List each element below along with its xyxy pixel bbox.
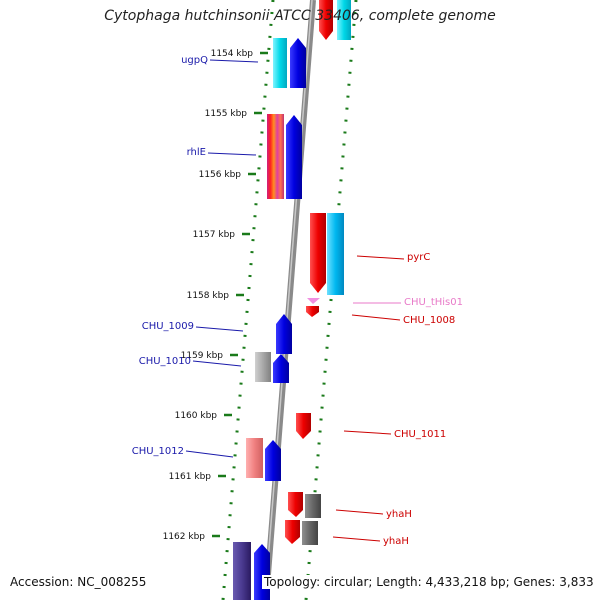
genome-title: Cytophaga hutchinsonii ATCC 33406, compl… [104, 8, 496, 24]
yhaH-2-paralog-box [302, 521, 318, 545]
gene-CHU_tHis01[interactable] [307, 298, 320, 304]
yhaH-1-paralog-box [305, 494, 321, 518]
kbp-tick-label: 1162 kbp [163, 532, 206, 542]
gene-CHU_1009[interactable] [276, 314, 292, 354]
gene-label-yhaH[interactable]: yhaH [386, 509, 412, 520]
genome-summary: Topology: circular; Length: 4,433,218 bp… [262, 575, 596, 589]
gene-CHU_1012[interactable] [246, 438, 281, 481]
gene-leader-line [335, 509, 384, 515]
CHU_1010-paralog-box [255, 352, 271, 382]
gene-label-pyrC[interactable]: pyrC [407, 252, 430, 263]
gene-leader-line [209, 59, 259, 63]
gene-label-CHU_1009[interactable]: CHU_1009 [142, 321, 194, 332]
gene-bottom-forward[interactable] [233, 542, 270, 600]
gene-CHU_1008[interactable] [306, 306, 319, 317]
CHU_1011-gene-arrow [296, 413, 311, 439]
gene-label-ugpQ[interactable]: ugpQ [181, 55, 208, 66]
kbp-axis: 1154 kbp 1155 kbp 1156 kbp 1157 kbp 1158 kbp… [163, 49, 268, 542]
gene-ugpQ[interactable] [273, 38, 306, 88]
gene-label-yhaH[interactable]: yhaH [383, 536, 409, 547]
kbp-tick-label: 1158 kbp [187, 291, 230, 301]
yhaH-1-gene-arrow [288, 492, 303, 517]
kbp-tick-label: 1160 kbp [175, 411, 218, 421]
gene-yhaH-1[interactable] [288, 492, 321, 518]
rhlE-domain-box [267, 114, 284, 199]
gene-top-reverse[interactable] [319, 0, 351, 40]
CHU_1012-paralog-box [246, 438, 263, 478]
gene-leader-line [192, 360, 242, 367]
pyrC-gene-arrow [310, 213, 326, 293]
gene-label-CHU_1011[interactable]: CHU_1011 [394, 429, 446, 440]
genome-backbone [263, 0, 316, 600]
gene-leader-line [351, 314, 401, 321]
gene-leader-line [356, 255, 405, 260]
reverse-gene-labels: pyrC CHU_tHis01 CHU_1008 CHU_1011 yhaH yhaH [332, 252, 463, 547]
gene-rhlE[interactable] [267, 114, 302, 199]
bottom-gene-arrow [254, 544, 270, 600]
kbp-tick-label: 1159 kbp [181, 351, 224, 361]
gene-label-rhlE[interactable]: rhlE [187, 147, 206, 158]
genome-backbone-highlight [264, 0, 313, 600]
gene-pyrC[interactable] [310, 213, 344, 295]
kbp-tick-label: 1155 kbp [205, 109, 248, 119]
gene-CHU_1011[interactable] [296, 413, 311, 439]
kbp-tick-label: 1156 kbp [199, 170, 242, 180]
gene-leader-line [332, 536, 381, 542]
gene-label-CHU_1012[interactable]: CHU_1012 [132, 446, 184, 457]
CHU_1008-gene-arrow [306, 306, 319, 317]
CHU_1009-gene-arrow [276, 314, 292, 354]
gene-leader-line [207, 152, 257, 156]
top-reverse-paralog-box [337, 0, 351, 40]
CHU_1012-gene-arrow [265, 440, 281, 481]
kbp-tick-label: 1154 kbp [211, 49, 254, 59]
pyrC-paralog-box [327, 213, 344, 295]
rhlE-gene-arrow [286, 115, 302, 199]
kbp-tick-label: 1161 kbp [169, 472, 212, 482]
gene-CHU_1010[interactable] [255, 352, 289, 383]
forward-gene-labels: ugpQ rhlE CHU_1009 CHU_1010 CHU_1012 [132, 55, 259, 458]
yhaH-2-gene-arrow [285, 520, 300, 544]
gene-leader-line [195, 326, 244, 332]
accession-label: Accession: NC_008255 [10, 575, 147, 589]
gene-label-CHU_tHis01[interactable]: CHU_tHis01 [404, 297, 463, 308]
gene-yhaH-2[interactable] [285, 520, 318, 545]
gene-leader-line [185, 450, 234, 458]
gene-leader-line [343, 430, 392, 435]
gene-label-CHU_1010[interactable]: CHU_1010 [139, 356, 191, 367]
bottom-paralog-box [233, 542, 251, 600]
top-reverse-gene-arrow [319, 0, 333, 40]
gene-label-CHU_1008[interactable]: CHU_1008 [403, 315, 455, 326]
right-tick-rail [304, 0, 358, 600]
ugpQ-gene-arrow [290, 38, 306, 88]
CHU_tHis01-trna-marker [307, 298, 320, 304]
kbp-tick-label: 1157 kbp [193, 230, 236, 240]
CHU_1010-gene-arrow [273, 354, 289, 383]
ugpQ-paralog-box [273, 38, 287, 88]
left-tick-rail [221, 0, 275, 600]
